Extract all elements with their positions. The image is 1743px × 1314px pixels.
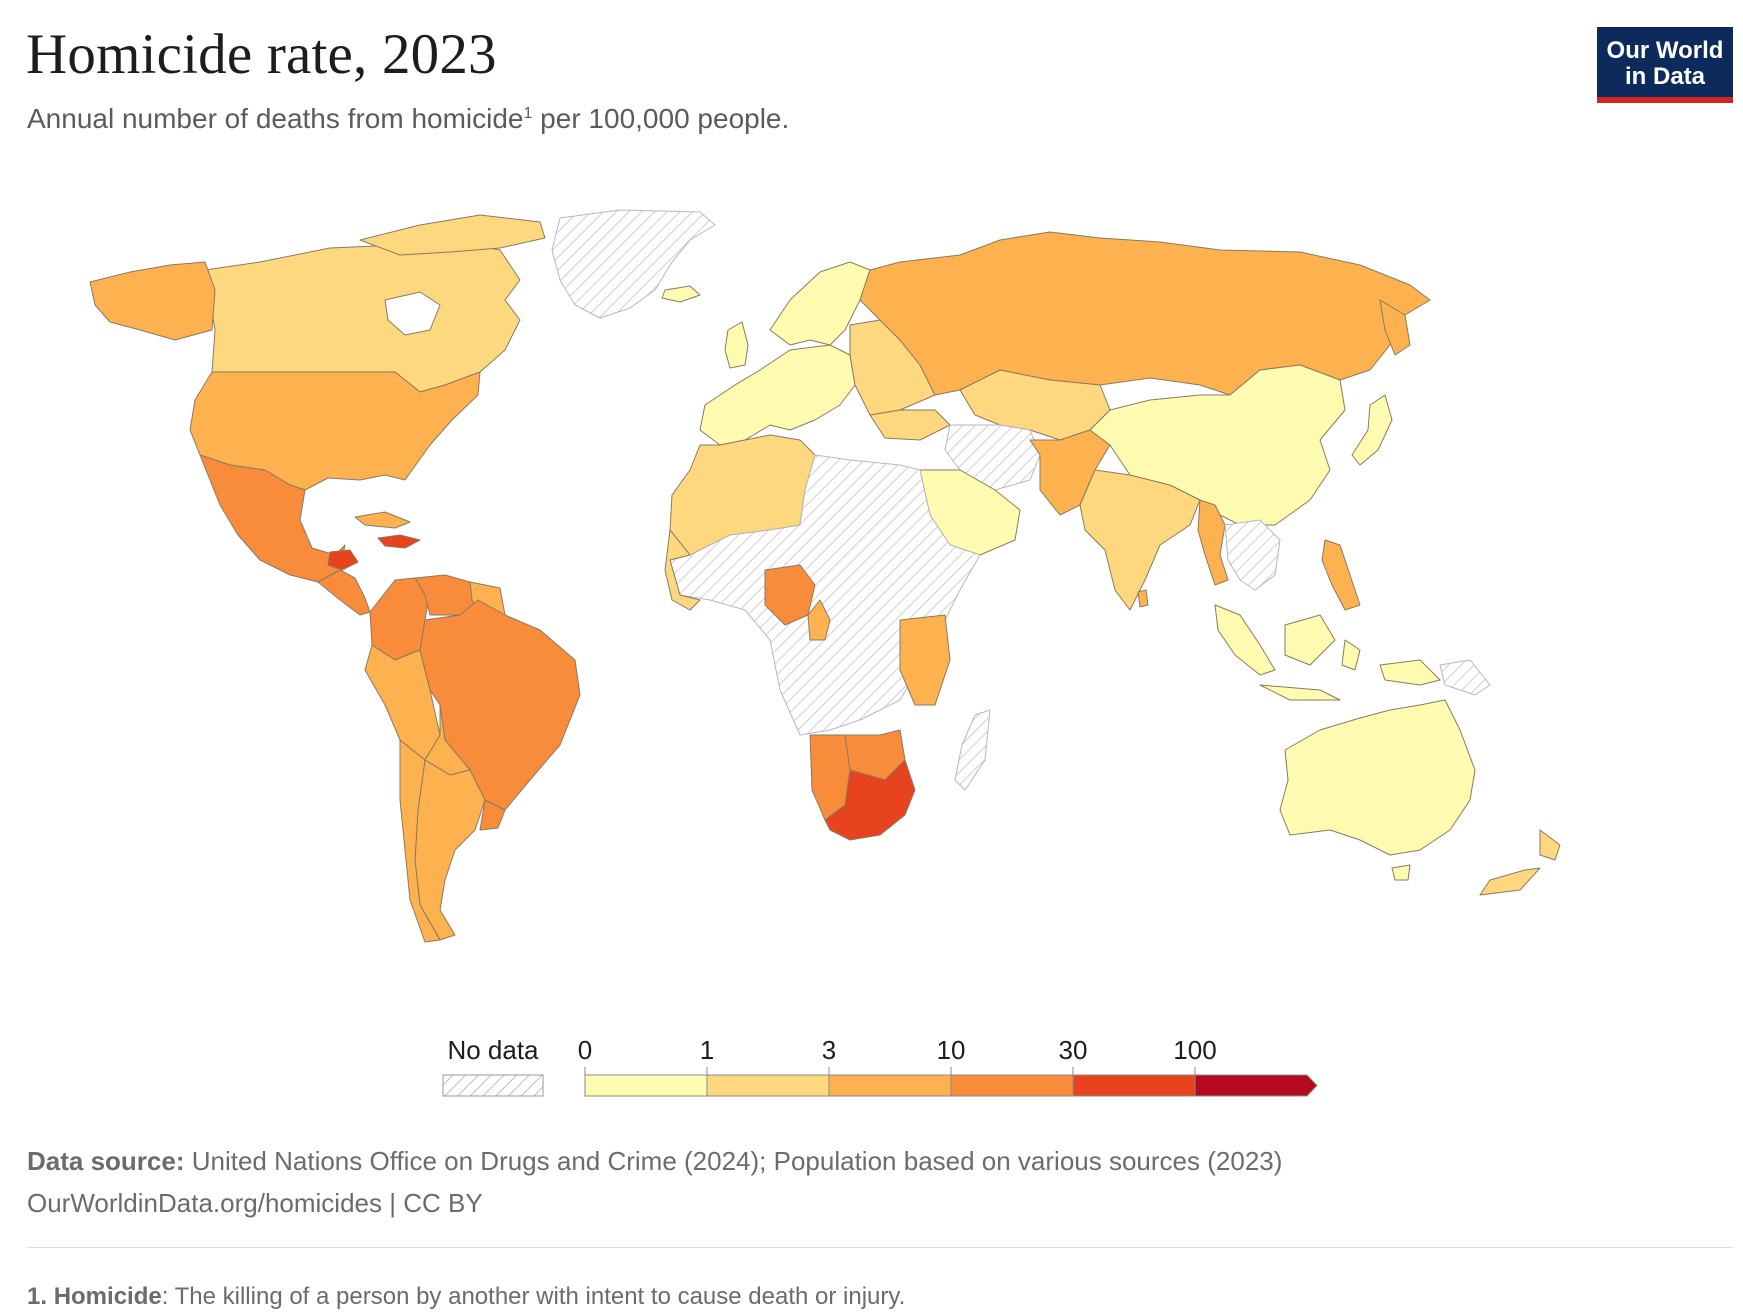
legend-tick-label-5: 100: [1173, 1035, 1216, 1065]
region-sri-lanka[interactable]: [1137, 589, 1149, 608]
region-russia[interactable]: [859, 231, 1431, 396]
legend-swatch-1[interactable]: [706, 1074, 830, 1097]
region-myanmar[interactable]: [1197, 499, 1229, 586]
region-tanzania[interactable]: [899, 614, 951, 706]
source-line: Data source: United Nations Office on Dr…: [27, 1140, 1282, 1182]
region-cuba[interactable]: [354, 511, 411, 529]
region-philippines[interactable]: [1321, 539, 1361, 611]
region-canada-islands[interactable]: [359, 214, 546, 256]
chart-subtitle: Annual number of deaths from homicide1 p…: [27, 103, 789, 135]
region-western-europe[interactable]: [699, 344, 856, 446]
legend-tick-label-1: 1: [700, 1035, 714, 1065]
legend-tick-label-2: 3: [822, 1035, 836, 1065]
region-west-africa[interactable]: [664, 529, 701, 611]
region-chile[interactable]: [399, 739, 441, 943]
subtitle-tail: per 100,000 people.: [532, 103, 790, 134]
chart-title: Homicide rate, 2023: [26, 23, 497, 86]
color-legend: No data 0 1 3 10 30 100: [442, 1035, 1318, 1097]
legend-bins: 0 1 3 10 30 100: [578, 1035, 1318, 1097]
region-turkey[interactable]: [869, 409, 951, 441]
region-argentina[interactable]: [414, 759, 486, 941]
region-australia[interactable]: [1279, 699, 1476, 856]
world-map: [89, 209, 1561, 943]
region-greenland[interactable]: [551, 209, 716, 319]
subtitle-text: Annual number of deaths from homicide: [27, 103, 524, 134]
source-label: Data source:: [27, 1146, 185, 1176]
legend-no-data-swatch[interactable]: [442, 1074, 544, 1097]
footnote-term: Homicide: [53, 1283, 162, 1310]
region-hispaniola[interactable]: [377, 534, 421, 549]
region-south-africa[interactable]: [824, 759, 916, 841]
legend-tick-label-4: 30: [1059, 1035, 1088, 1065]
footnote-number: 1.: [27, 1283, 48, 1310]
source-url[interactable]: OurWorldinData.org/homicides | CC BY: [27, 1188, 483, 1218]
region-alaska[interactable]: [89, 261, 216, 341]
owid-logo[interactable]: Our World in Data: [1597, 27, 1733, 103]
source-text: United Nations Office on Drugs and Crime…: [184, 1146, 1283, 1176]
legend-swatch-3[interactable]: [950, 1074, 1074, 1097]
data-source: Data source: United Nations Office on Dr…: [27, 1140, 1282, 1224]
logo-accent-bar: [1597, 97, 1733, 103]
legend-tick-label-3: 10: [937, 1035, 966, 1065]
region-iceland[interactable]: [661, 285, 701, 303]
footnote-marker[interactable]: 1: [523, 105, 533, 122]
region-iran-iraq[interactable]: [944, 424, 1041, 491]
region-mexico[interactable]: [199, 454, 346, 583]
hudson-bay: [384, 291, 441, 336]
legend-no-data-label: No data: [447, 1035, 539, 1065]
region-uk[interactable]: [724, 321, 749, 369]
legend-swatch-2[interactable]: [828, 1074, 952, 1097]
footnote-text: : The killing of a person by another wit…: [161, 1283, 906, 1310]
region-central-america[interactable]: [317, 569, 371, 616]
footnote: 1. Homicide: The killing of a person by …: [27, 1283, 905, 1311]
region-madagascar[interactable]: [954, 709, 991, 791]
region-kamchatka[interactable]: [1379, 299, 1411, 356]
legend-tick-label-0: 0: [578, 1035, 592, 1065]
region-new-zealand[interactable]: [1479, 829, 1561, 896]
legend-swatch-4[interactable]: [1072, 1074, 1196, 1097]
footer-divider: [27, 1247, 1733, 1248]
region-indonesia[interactable]: [1214, 604, 1441, 701]
legend-swatch-0[interactable]: [584, 1074, 708, 1097]
region-honduras[interactable]: [327, 549, 359, 571]
region-papua-new-guinea[interactable]: [1439, 659, 1491, 696]
region-uruguay[interactable]: [479, 799, 506, 831]
region-tasmania[interactable]: [1391, 864, 1411, 881]
region-indochina[interactable]: [1224, 519, 1281, 591]
legend-swatch-5[interactable]: [1194, 1074, 1318, 1097]
region-canada[interactable]: [204, 239, 521, 393]
region-cameroon[interactable]: [807, 599, 831, 641]
region-japan[interactable]: [1351, 394, 1393, 466]
logo-line-2: in Data: [1624, 63, 1705, 90]
region-china[interactable]: [1089, 364, 1346, 526]
logo-line-1: Our World: [1606, 37, 1724, 64]
